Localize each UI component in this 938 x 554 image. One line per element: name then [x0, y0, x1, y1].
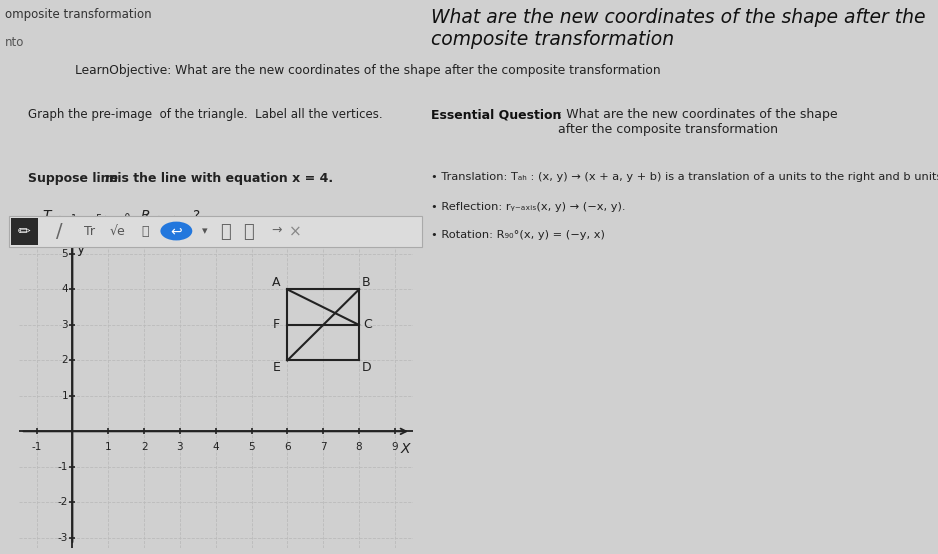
Text: B: B: [362, 276, 371, 289]
Text: A: A: [272, 276, 280, 289]
Text: m: m: [105, 172, 118, 184]
Text: ×: ×: [289, 224, 302, 239]
Text: nto: nto: [5, 36, 24, 49]
Text: F: F: [273, 319, 280, 331]
Text: →: →: [271, 223, 282, 237]
Text: Suppose line: Suppose line: [28, 172, 123, 184]
Text: 2: 2: [141, 442, 147, 452]
Text: 3: 3: [62, 320, 68, 330]
Text: 1: 1: [105, 442, 112, 452]
Text: 4: 4: [62, 284, 68, 294]
Text: -2: -2: [58, 497, 68, 507]
Text: 9: 9: [391, 442, 398, 452]
Text: omposite transformation: omposite transformation: [5, 8, 151, 21]
Text: ✏: ✏: [18, 223, 31, 239]
Text: $T_{<-1,\,-5>}$  ∘  $R_{<m>}$  ?: $T_{<-1,\,-5>}$ ∘ $R_{<m>}$ ?: [42, 208, 201, 225]
Text: ⌢: ⌢: [243, 223, 254, 240]
Text: /: /: [55, 222, 63, 241]
Text: : What are the new coordinates of the shape
after the composite transformation: : What are the new coordinates of the sh…: [558, 108, 838, 136]
Text: 5: 5: [62, 249, 68, 259]
Text: Essential Question: Essential Question: [431, 108, 562, 121]
Text: √e: √e: [110, 225, 125, 238]
Text: 2: 2: [62, 356, 68, 366]
Text: y: y: [77, 242, 85, 255]
Text: D: D: [361, 361, 371, 374]
Text: 1: 1: [62, 391, 68, 401]
Text: Graph the pre-image  of the triangle.  Label all the vertices.: Graph the pre-image of the triangle. Lab…: [28, 108, 383, 121]
Text: 3: 3: [176, 442, 183, 452]
Text: • Rotation: R₉₀°(x, y) = (−y, x): • Rotation: R₉₀°(x, y) = (−y, x): [431, 230, 605, 240]
Text: 6: 6: [284, 442, 291, 452]
Text: 7: 7: [320, 442, 326, 452]
Text: -1: -1: [58, 462, 68, 472]
Text: -1: -1: [32, 442, 42, 452]
Text: Tr: Tr: [83, 225, 95, 238]
Text: 5: 5: [249, 442, 255, 452]
Text: • Translation: Tₐₕ : (x, y) → (x + a, y + b) is a translation of a units to the : • Translation: Tₐₕ : (x, y) → (x + a, y …: [431, 172, 938, 182]
Text: E: E: [273, 361, 280, 374]
Text: What are the new coordinates of the shape after the composite transformation: What are the new coordinates of the shap…: [431, 8, 926, 49]
Text: 4: 4: [212, 442, 219, 452]
Text: is the line with equation x = 4.: is the line with equation x = 4.: [113, 172, 333, 184]
Text: 8: 8: [356, 442, 362, 452]
Text: ▾: ▾: [202, 227, 207, 237]
Text: ↩: ↩: [171, 224, 182, 238]
Text: -3: -3: [58, 533, 68, 543]
Text: C: C: [364, 319, 372, 331]
Text: ⌢: ⌢: [219, 223, 231, 240]
Text: X: X: [401, 442, 410, 456]
Text: LearnObjective: What are the new coordinates of the shape after the composite tr: LearnObjective: What are the new coordin…: [75, 64, 660, 76]
Text: 🔗: 🔗: [142, 225, 149, 238]
Text: • Reflection: rᵧ₋ₐₓᵢₛ(x, y) → (−x, y).: • Reflection: rᵧ₋ₐₓᵢₛ(x, y) → (−x, y).: [431, 202, 626, 212]
